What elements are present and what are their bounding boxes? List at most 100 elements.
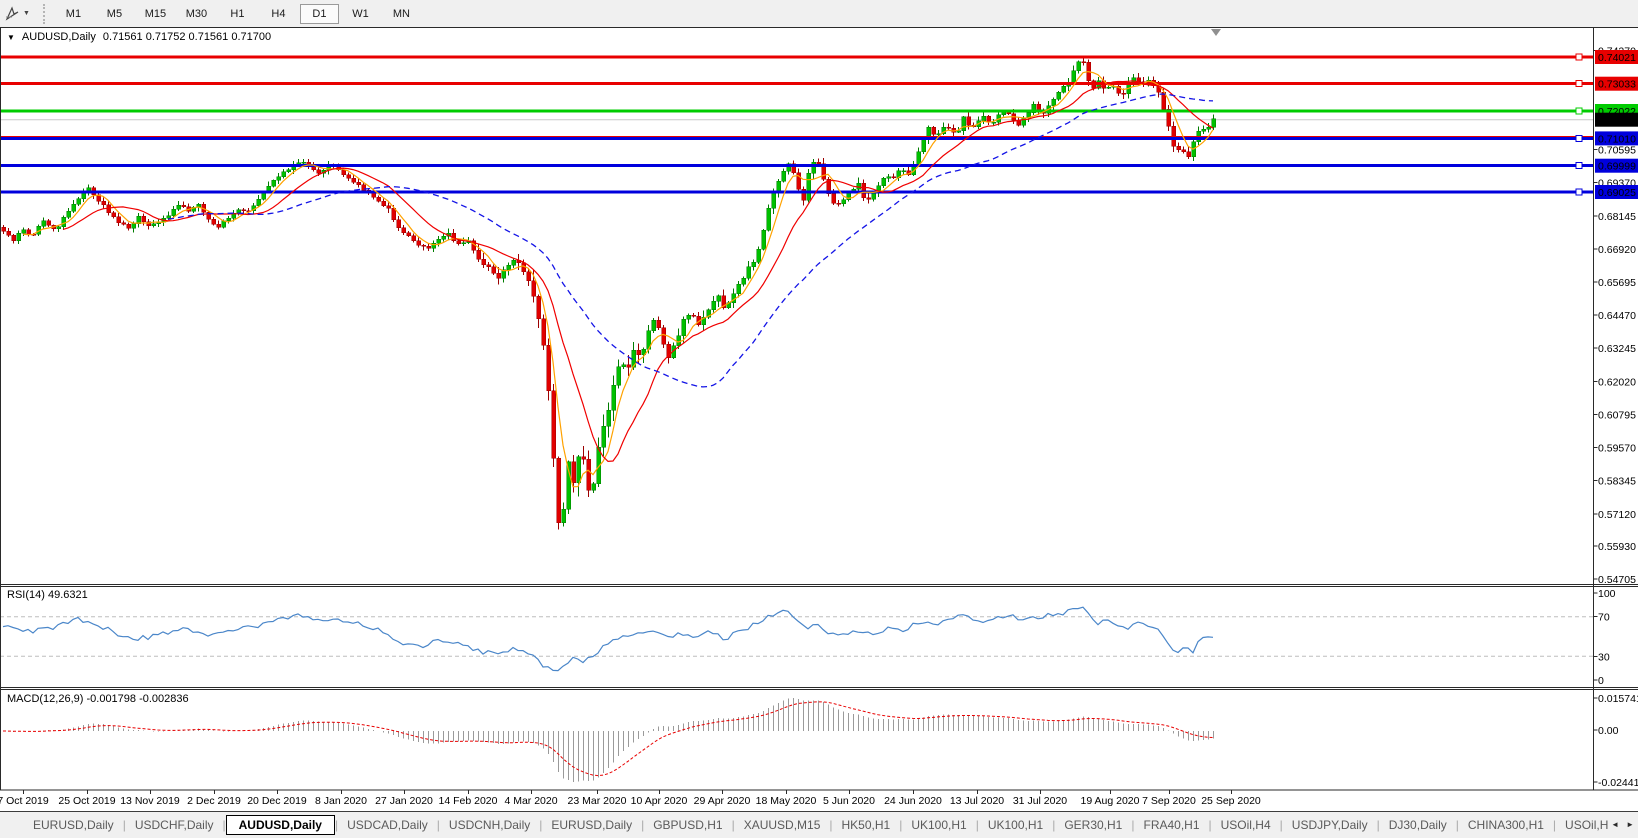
- tab-separator: |: [1279, 818, 1283, 832]
- chart-tab-usoil-h[interactable]: USOil,H: [1565, 818, 1609, 832]
- date-label: 13 Nov 2019: [120, 795, 180, 807]
- date-label: 5 Jun 2020: [823, 795, 875, 807]
- collapse-chart-icon[interactable]: ▼: [7, 32, 15, 42]
- ma-mid-line: [62, 80, 1214, 463]
- chart-tab-xauusd-m15[interactable]: XAUUSD,M15: [743, 818, 821, 832]
- chart-tab-usdjpy-daily[interactable]: USDJPY,Daily: [1291, 818, 1368, 832]
- hline-handle-0.72022[interactable]: [1575, 107, 1583, 115]
- tab-separator: |: [1552, 818, 1557, 832]
- chart-tab-uk100-h1[interactable]: UK100,H1: [911, 818, 967, 832]
- svg-text:0.74021: 0.74021: [1598, 52, 1636, 64]
- current-price-badge: 0.71700: [1595, 112, 1638, 127]
- timeframe-button-m5[interactable]: M5: [106, 7, 123, 20]
- macd-histogram: [8, 698, 1214, 782]
- chart-tab-usoil-h4[interactable]: USOil,H4: [1220, 818, 1271, 832]
- chart-symbol-label: AUDUSD,Daily: [21, 31, 96, 43]
- chart-tab-ger30-h1[interactable]: GER30,H1: [1064, 818, 1123, 832]
- tab-separator: |: [1455, 818, 1459, 832]
- chart-tab-usdcad-daily[interactable]: USDCAD,Daily: [347, 818, 428, 832]
- price-tick: 0.57120: [1598, 509, 1636, 521]
- date-label: 10 Apr 2020: [631, 795, 688, 807]
- tab-separator: |: [539, 818, 543, 832]
- tab-scroll-buttons: ◄ ►: [1611, 811, 1634, 838]
- timeframe-button-m1[interactable]: M1: [65, 7, 82, 20]
- timeframe-button-d1[interactable]: D1: [299, 3, 339, 24]
- svg-text:0.71010: 0.71010: [1598, 133, 1636, 145]
- horizontal-lines[interactable]: [0, 53, 1594, 196]
- cursor-tool-button[interactable]: ▼: [0, 0, 34, 27]
- chart-tab-usdcnh-daily[interactable]: USDCNH,Daily: [448, 818, 531, 832]
- chart-tab-dj30-daily[interactable]: DJ30,Daily: [1388, 818, 1447, 832]
- chart-tab-audusd-daily[interactable]: AUDUSD,Daily: [225, 814, 335, 835]
- tab-separator: |: [975, 818, 979, 832]
- tab-separator: |: [1052, 818, 1056, 832]
- timeframe-button-w1[interactable]: W1: [352, 7, 369, 20]
- timeframe-button-m15[interactable]: M15: [144, 7, 167, 20]
- price-tick: 0.55930: [1598, 541, 1636, 553]
- date-label: 20 Dec 2019: [247, 795, 307, 807]
- price-badge-0.73033: 0.73033: [1595, 76, 1638, 91]
- hline-handle-0.69999[interactable]: [1575, 162, 1583, 170]
- svg-text:0.69999: 0.69999: [1598, 161, 1636, 173]
- price-badge-0.69999: 0.69999: [1595, 158, 1638, 173]
- tab-separator: |: [829, 818, 833, 832]
- date-label: 31 Jul 2020: [1013, 795, 1067, 807]
- hline-handle-0.73033[interactable]: [1575, 80, 1583, 88]
- hline-handle-0.7101[interactable]: [1575, 134, 1583, 142]
- price-tick: 0.54705: [1598, 574, 1636, 586]
- hline-handle-0.69025[interactable]: [1575, 188, 1583, 196]
- macd-pane-label: MACD(12,26,9) -0.001798 -0.002836: [7, 693, 189, 705]
- date-axis[interactable]: 7 Oct 2019 25 Oct 2019 13 Nov 2019 2 Dec 20…: [0, 790, 1261, 807]
- chart-tab-fra40-h1[interactable]: FRA40,H1: [1143, 818, 1200, 832]
- chart-tab-usdchf-daily[interactable]: USDCHF,Daily: [134, 818, 214, 832]
- tab-separator: |: [899, 818, 903, 832]
- price-tick: 0.68145: [1598, 211, 1636, 223]
- date-label: 25 Sep 2020: [1201, 795, 1261, 807]
- price-tick: 0.58345: [1598, 476, 1636, 488]
- date-label: 18 May 2020: [756, 795, 817, 807]
- price-tick: 0.63245: [1598, 343, 1636, 355]
- toolbar-grip[interactable]: [42, 3, 45, 24]
- svg-text:0: 0: [1598, 675, 1604, 687]
- date-label: 29 Apr 2020: [694, 795, 751, 807]
- chart-tab-eurusd-daily[interactable]: EURUSD,Daily: [551, 818, 633, 832]
- timeframe-buttons: M1 M5 M15 M30 H1 H4 D1 W1 MN: [53, 3, 422, 24]
- chart-tab-china300-h1[interactable]: CHINA300,H1: [1467, 818, 1544, 832]
- tab-separator: |: [1131, 818, 1135, 832]
- crosshair-icon: [5, 6, 19, 21]
- price-badge-0.7101: 0.71010: [1595, 131, 1638, 146]
- svg-text:0.69025: 0.69025: [1598, 187, 1636, 199]
- rsi-axis: 100 70 30 0: [1593, 588, 1616, 687]
- tab-separator: |: [1376, 818, 1380, 832]
- timeframe-toolbar: ▼ M1 M5 M15 M30 H1 H4 D1 W1 MN: [0, 0, 1638, 27]
- date-label: 25 Oct 2019: [58, 795, 115, 807]
- tool-dropdown-caret[interactable]: ▼: [23, 10, 30, 17]
- svg-text:0.00: 0.00: [1598, 725, 1619, 737]
- tab-scroll-right-icon[interactable]: ►: [1626, 820, 1634, 829]
- date-label: 19 Aug 2020: [1081, 795, 1140, 807]
- ma-fast-line: [22, 70, 1214, 488]
- chart-tab-bar: EURUSD,Daily | USDCHF,Daily | AUDUSD,Daily | U…: [0, 811, 1638, 838]
- tab-separator: |: [641, 818, 645, 832]
- price-tick: 0.62020: [1598, 376, 1636, 388]
- chart-shift-marker[interactable]: [1211, 29, 1221, 36]
- chart-tab-gbpusd-h1[interactable]: GBPUSD,H1: [653, 818, 723, 832]
- price-badge-0.74021: 0.74021: [1595, 50, 1638, 64]
- timeframe-button-h4[interactable]: H4: [271, 7, 286, 20]
- price-axis[interactable]: 0.742700.705950.693700.681450.669200.656…: [1593, 45, 1638, 586]
- price-tick: 0.70595: [1598, 145, 1636, 157]
- date-label: 13 Jul 2020: [950, 795, 1004, 807]
- timeframe-button-mn[interactable]: MN: [392, 7, 410, 20]
- chart-tab-eurusd-daily[interactable]: EURUSD,Daily: [33, 818, 114, 832]
- rsi-value: 49.6321: [47, 589, 88, 601]
- timeframe-button-h1[interactable]: H1: [230, 7, 245, 20]
- tab-scroll-left-icon[interactable]: ◄: [1611, 820, 1620, 829]
- chart-tab-uk100-h1[interactable]: UK100,H1: [987, 818, 1044, 832]
- chart-tab-hk50-h1[interactable]: HK50,H1: [841, 818, 891, 832]
- rsi-line: [2, 606, 1214, 672]
- hline-handle-0.74021[interactable]: [1575, 53, 1583, 61]
- chart-ohlc-values: 0.71561 0.71752 0.71561 0.71700: [102, 31, 272, 43]
- price-tick: 0.59570: [1598, 443, 1636, 455]
- timeframe-button-m30[interactable]: M30: [185, 7, 208, 20]
